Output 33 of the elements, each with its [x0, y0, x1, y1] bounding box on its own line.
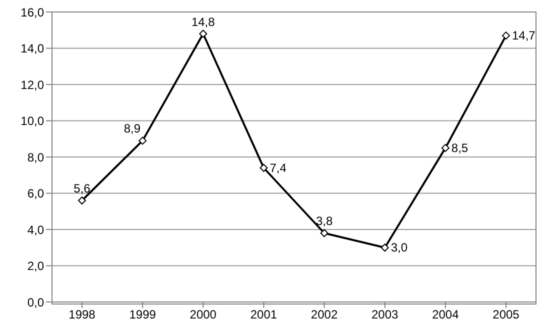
- point: [138, 136, 147, 145]
- data-label: 7,4: [270, 160, 287, 175]
- y-tick-label: 12,0: [20, 78, 44, 92]
- data-label: 8,9: [124, 122, 141, 136]
- data-label: 5,6: [74, 182, 91, 196]
- y-tick-label: 6,0: [27, 186, 44, 201]
- point: [320, 229, 328, 238]
- y-tick-label: 8,0: [27, 150, 44, 164]
- x-tick-label: 2000: [190, 308, 217, 322]
- data-label: 3,0: [390, 240, 408, 255]
- x-tick-label: 2001: [250, 308, 278, 322]
- y-tick-label: 4,0: [27, 222, 44, 237]
- data-label: 14,7: [512, 28, 536, 43]
- point: [380, 244, 389, 252]
- y-tick-label: 2,0: [27, 259, 44, 274]
- point: [502, 32, 510, 40]
- y-tick-label: 10,0: [20, 114, 44, 128]
- x-tick-label: 2005: [492, 308, 520, 322]
- x-tick-label: 1998: [68, 308, 96, 322]
- data-label: 14,8: [191, 14, 216, 29]
- y-tick-label: 0,0: [27, 295, 44, 310]
- data-label: 8,5: [451, 140, 468, 155]
- y-tick-label: 16,0: [20, 5, 44, 20]
- point: [441, 144, 450, 152]
- y-tick-label: 14,0: [20, 42, 44, 56]
- x-tick-label: 2003: [372, 308, 399, 322]
- x-tick-label: 1999: [129, 308, 156, 322]
- data-label: 3,8: [316, 214, 333, 228]
- point: [78, 196, 86, 204]
- x-tick-label: 2004: [432, 308, 460, 322]
- point: [199, 30, 208, 38]
- point: [260, 164, 268, 172]
- x-tick-label: 2002: [310, 308, 338, 322]
